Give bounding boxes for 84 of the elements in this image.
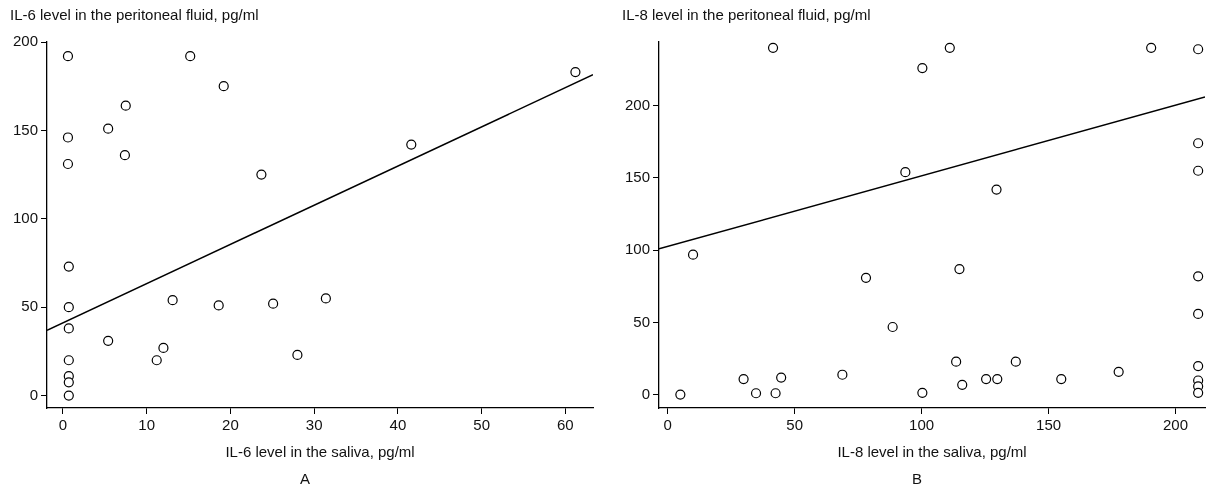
y-tick-label: 200 xyxy=(625,95,651,113)
x-tick-label: 100 xyxy=(909,416,935,434)
point xyxy=(887,321,898,333)
y-tick-label: 0 xyxy=(641,385,651,403)
y-axis-title: IL-6 level in the peritoneal fluid, pg/ml xyxy=(10,6,259,23)
point xyxy=(119,150,130,161)
point xyxy=(167,295,178,306)
y-tick-label: 150 xyxy=(13,120,39,138)
point xyxy=(1193,271,1204,282)
point xyxy=(917,62,928,74)
x-axis-title: IL-8 level in the saliva, pg/ml xyxy=(837,443,1027,461)
point xyxy=(62,132,74,143)
point xyxy=(63,302,74,313)
point xyxy=(292,349,303,361)
point xyxy=(1146,42,1157,53)
x-tick-label: 60 xyxy=(557,416,574,434)
point xyxy=(738,373,749,385)
point xyxy=(900,167,911,178)
point xyxy=(1193,165,1204,176)
point xyxy=(63,377,74,388)
point xyxy=(1113,366,1124,377)
point xyxy=(944,42,955,53)
point xyxy=(1193,44,1204,55)
text: A xyxy=(299,470,311,487)
point xyxy=(767,42,779,53)
point xyxy=(120,100,131,111)
point xyxy=(103,123,114,134)
x-tick-label: 50 xyxy=(786,416,803,434)
x-tick-label: 40 xyxy=(389,416,407,434)
x-tick-label: 20 xyxy=(222,416,239,434)
point xyxy=(951,356,962,367)
point xyxy=(1193,387,1204,398)
point xyxy=(687,249,699,260)
point xyxy=(837,369,848,380)
point xyxy=(750,388,762,399)
point xyxy=(103,335,114,346)
point xyxy=(1193,138,1204,149)
x-tick-label: 200 xyxy=(1163,416,1189,434)
point xyxy=(675,389,686,400)
point xyxy=(213,300,224,311)
point xyxy=(991,184,1002,195)
point xyxy=(62,158,74,170)
point xyxy=(1193,308,1204,320)
point xyxy=(158,342,169,353)
point xyxy=(1010,356,1021,367)
point xyxy=(1056,373,1067,385)
x-tick-label: 30 xyxy=(305,416,323,434)
y-tick-label: 0 xyxy=(29,385,39,403)
y-tick-label: 150 xyxy=(625,168,651,186)
point xyxy=(776,372,787,383)
point xyxy=(992,373,1003,385)
y-tick-label: 100 xyxy=(625,240,651,258)
y-axis-title: IL-8 level in the peritoneal fluid, pg/ml xyxy=(622,6,871,23)
point xyxy=(63,261,74,272)
point xyxy=(320,293,331,304)
text: B xyxy=(911,470,923,487)
point xyxy=(1193,360,1204,372)
x-axis-title: IL-6 level in the saliva, pg/ml xyxy=(225,443,415,461)
point xyxy=(860,272,872,283)
x-tick-label: 50 xyxy=(473,416,490,434)
point xyxy=(63,390,74,401)
point xyxy=(917,387,928,398)
point xyxy=(570,66,581,78)
y-tick-label: 50 xyxy=(21,297,39,315)
point xyxy=(268,298,279,309)
point xyxy=(185,51,196,62)
point xyxy=(151,355,162,366)
point xyxy=(218,81,229,92)
point xyxy=(256,169,267,180)
point xyxy=(62,51,74,62)
point xyxy=(954,264,965,275)
x-tick-label: 150 xyxy=(1036,416,1062,434)
point xyxy=(981,373,992,385)
point xyxy=(63,323,74,334)
x-tick-label: 0 xyxy=(663,416,672,434)
point xyxy=(770,388,781,399)
x-tick-label: 0 xyxy=(58,416,68,434)
y-tick-label: 50 xyxy=(633,312,651,330)
point xyxy=(63,355,74,366)
point xyxy=(957,379,968,390)
point xyxy=(406,139,417,150)
y-tick-label: 200 xyxy=(13,32,39,50)
y-tick-label: 100 xyxy=(13,208,39,226)
x-tick-label: 10 xyxy=(138,416,156,434)
